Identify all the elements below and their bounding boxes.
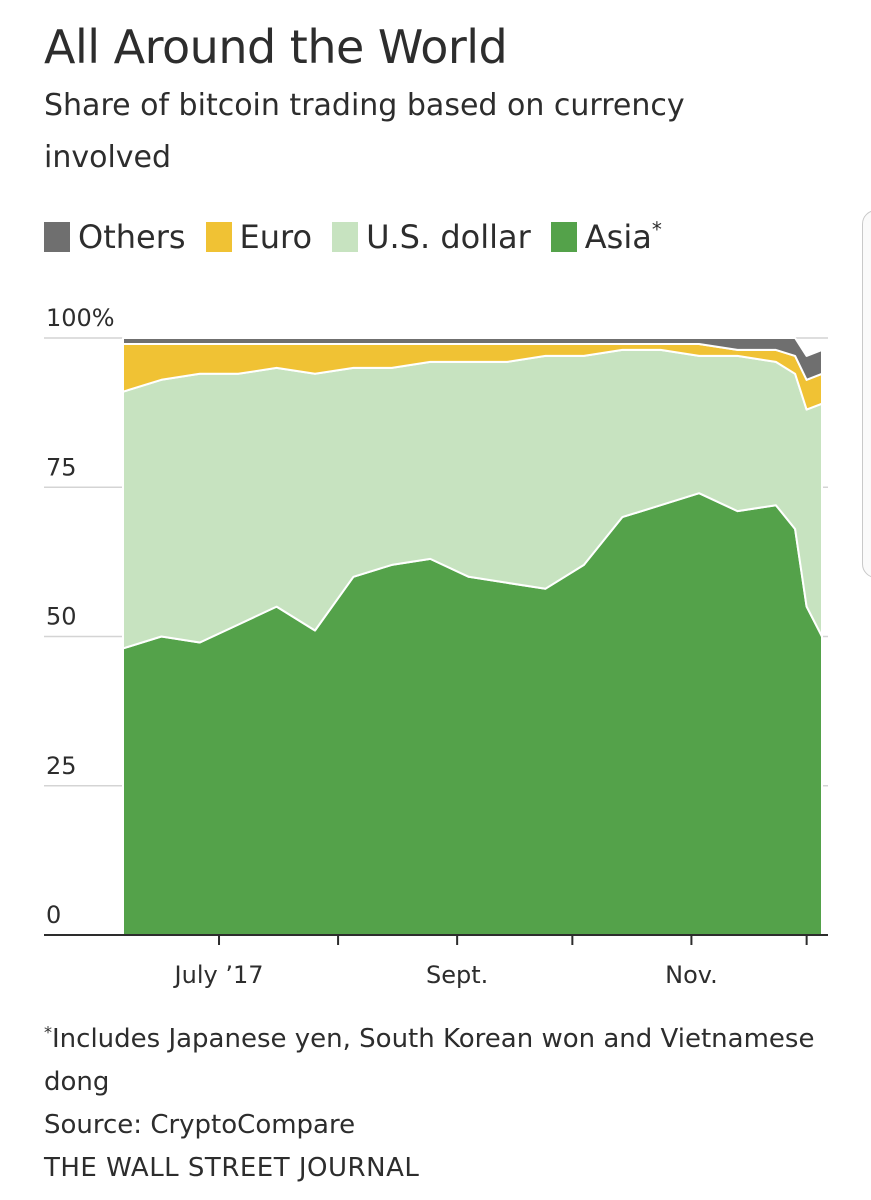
source-line: Source: CryptoCompare [44, 1110, 356, 1140]
legend-swatch-us-dollar [332, 222, 359, 252]
side-panel-edge [862, 210, 871, 578]
x-axis: July ’17 Sept. Nov. [44, 934, 828, 989]
chart-title: All Around the World [44, 20, 508, 74]
area-series [122, 337, 823, 936]
legend-item-asia: Asia* [550, 217, 662, 256]
y-tick-label-0: 0 [46, 901, 61, 929]
y-tick-label-100: 100% [46, 304, 115, 332]
legend-swatch-asia [550, 222, 577, 252]
footnote: *Includes Japanese yen, South Korean won… [44, 1018, 844, 1104]
footnote-marker: * [44, 1022, 52, 1042]
area-others [122, 337, 823, 381]
y-tick-label-50: 50 [46, 603, 77, 631]
chart-notes: *Includes Japanese yen, South Korean won… [44, 1018, 844, 1190]
legend-label-asia: Asia [584, 218, 652, 256]
publisher-logo-text: THE WALL STREET JOURNAL [44, 1153, 420, 1183]
legend-swatch-euro [205, 222, 232, 252]
legend-label-euro: Euro [239, 218, 313, 256]
legend-swatch-others [44, 222, 70, 252]
legend-label-others: Others [78, 218, 186, 256]
legend-label-us-dollar: U.S. dollar [366, 218, 531, 256]
x-tick-label-2017-07-01: July ’17 [173, 961, 264, 989]
y-tick-label-25: 25 [46, 752, 77, 780]
legend: Others Euro U.S. dollar Asia* [44, 218, 682, 256]
x-tick-label-2017-09-01: Sept. [426, 961, 488, 989]
legend-item-others: Others [44, 218, 186, 256]
legend-item-euro: Euro [205, 218, 313, 256]
legend-item-us-dollar: U.S. dollar [332, 218, 531, 256]
chart-subtitle: Share of bitcoin trading based on curren… [44, 88, 685, 175]
stacked-area-chart: 0 25 50 75 100% July ’17 Sept. Nov. [44, 304, 828, 989]
footnote-text: Includes Japanese yen, South Korean won … [44, 1024, 815, 1097]
x-tick-label-2017-11-01: Nov. [665, 961, 718, 989]
legend-footnote-marker: * [651, 217, 662, 242]
y-axis: 0 25 50 75 100% [46, 304, 115, 929]
y-tick-label-75: 75 [46, 453, 77, 481]
